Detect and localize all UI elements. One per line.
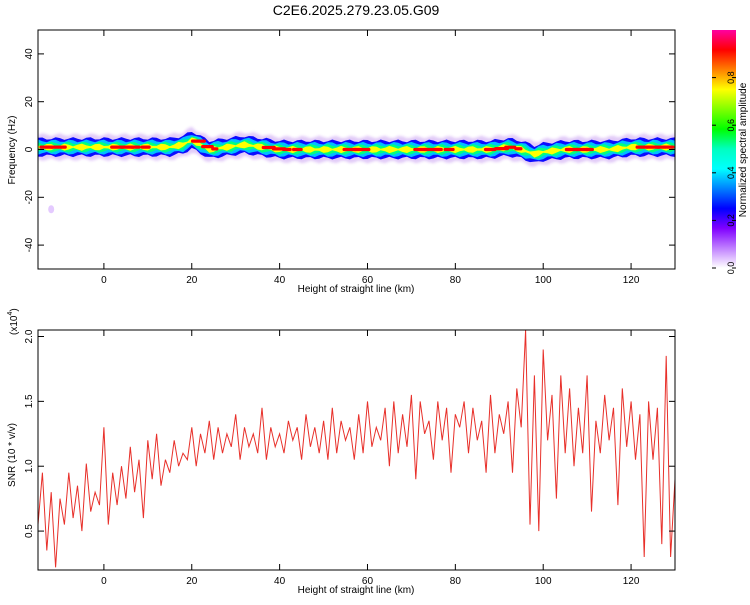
ridge-peak	[140, 145, 151, 149]
ridge-peak	[514, 147, 523, 151]
colorbar: 0.0 0.2 0.4 0.6 0.8 Normalized spectral ampl…	[712, 30, 749, 274]
ridge-peak	[352, 147, 366, 152]
x-tick-label: 0	[101, 275, 107, 286]
y-tick-label: 2.0	[24, 329, 35, 343]
spectrogram-ylabel: Frequency (Hz)	[7, 116, 18, 185]
spectrogram-ticks: 0 20 40 60 80 100 120 -40 -20 0 20 40	[24, 30, 675, 286]
y-tick-label: 0.5	[24, 524, 35, 538]
x-tick-label: 80	[450, 576, 462, 587]
snr-line	[38, 330, 675, 568]
spectrogram-xlabel: Height of straight line (km)	[298, 284, 415, 295]
colorbar-ticks: 0.0 0.2 0.4 0.6 0.8	[712, 71, 736, 274]
snr-ticks: 0 20 40 60 80 100 120 0.5 1.0 1.5 2.0	[24, 329, 675, 587]
snr-xlabel: Height of straight line (km)	[298, 585, 415, 596]
ridge-peak	[130, 145, 141, 149]
colorbar-tick-label: 0.6	[726, 119, 736, 132]
ridge-peak	[211, 147, 219, 151]
ridge-peak	[504, 145, 517, 149]
y-tick-label: -20	[24, 190, 35, 205]
colorbar-tick-label: 0.2	[726, 214, 736, 227]
x-tick-label: 20	[186, 576, 198, 587]
y-tick-label: 20	[24, 96, 35, 108]
snr-panel: 0 20 40 60 80 100 120 0.5 1.0 1.5 2.0 Height of st…	[7, 308, 676, 596]
ridge-peak	[433, 147, 443, 152]
y-tick-label: 1.0	[24, 459, 35, 473]
x-tick-label: 0	[101, 576, 107, 587]
ridge-peak	[443, 147, 455, 152]
ridge-peak	[483, 147, 497, 152]
y-tick-label: 1.5	[24, 394, 35, 408]
ridge-peak	[655, 145, 668, 149]
snr-frame	[37, 329, 676, 571]
ridge-peak	[665, 145, 675, 149]
x-tick-label: 40	[274, 576, 286, 587]
x-tick-label: 60	[362, 275, 374, 286]
x-tick-label: 80	[450, 275, 462, 286]
ridge-peak	[585, 147, 594, 152]
colorbar-gradient	[712, 30, 736, 268]
ridge-peak	[362, 147, 371, 152]
ridge-peak	[281, 147, 292, 152]
y-tick-label: 0	[24, 146, 35, 152]
snr-series	[38, 330, 675, 568]
x-tick-label: 60	[362, 576, 374, 587]
colorbar-tick-label: 0.0	[726, 262, 736, 275]
x-tick-label: 100	[535, 275, 552, 286]
ridge-peak	[291, 147, 303, 152]
ridge-peak	[190, 139, 206, 143]
colorbar-label: Normalized spectral amplitude	[738, 82, 749, 217]
colorbar-tick-label: 0.8	[726, 71, 736, 84]
x-tick-label: 120	[623, 275, 640, 286]
spectrogram-panel: 0 20 40 60 80 100 120 -40 -20 0 20 40 Height of str…	[7, 29, 676, 295]
ridge-peak	[49, 145, 63, 149]
colorbar-tick-label: 0.4	[726, 167, 736, 180]
y-tick-label: -40	[24, 237, 35, 252]
y-tick-label: 40	[24, 48, 35, 60]
ridge-peak	[59, 145, 67, 149]
snr-ylabel: SNR (10 * v/v)	[7, 423, 18, 487]
ridge-peak	[635, 145, 649, 149]
x-tick-label: 20	[186, 275, 198, 286]
x-tick-label: 100	[535, 576, 552, 587]
spectral-ridge	[38, 126, 675, 214]
ridge-peak	[201, 145, 214, 149]
outlier-point	[48, 205, 55, 214]
figure-title: C2E6.2025.279.23.05.G09	[273, 2, 440, 18]
x-tick-label: 120	[623, 576, 640, 587]
x-tick-label: 40	[274, 275, 286, 286]
snr-multiplier: (x104)	[7, 308, 20, 335]
